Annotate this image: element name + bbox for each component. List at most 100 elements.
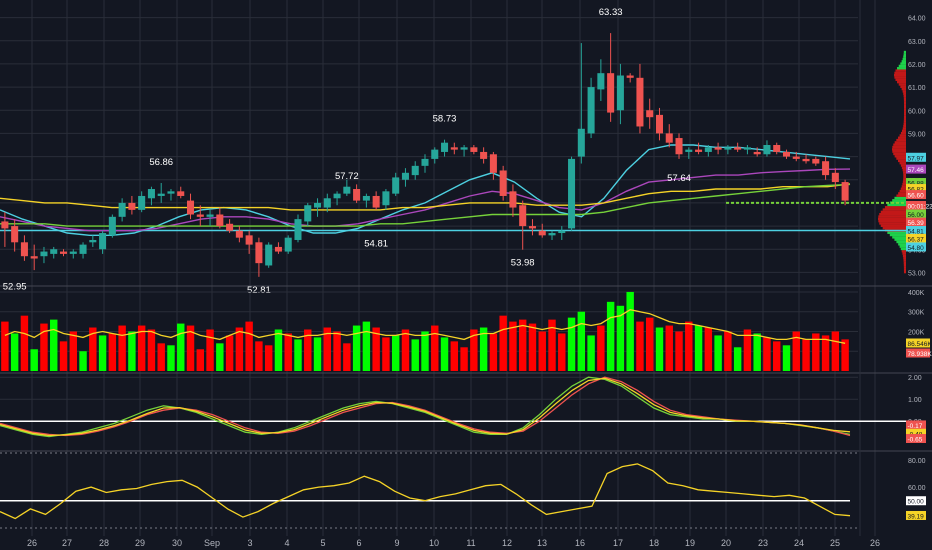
volume-bar xyxy=(245,321,253,371)
volume-bar xyxy=(812,333,820,371)
volume-bar xyxy=(704,327,713,371)
volume-bar xyxy=(79,351,87,371)
candle-body xyxy=(822,161,830,176)
volume-bar xyxy=(59,341,68,371)
candle-body xyxy=(284,237,292,252)
y-tick-label: 64.00 xyxy=(908,16,926,23)
candle-body xyxy=(314,202,322,208)
volume-bar xyxy=(841,339,849,371)
volume-bar xyxy=(362,321,371,371)
price-label-box xyxy=(906,225,926,235)
volume-bar xyxy=(69,331,77,371)
candle-body xyxy=(724,147,732,150)
y-tick-label: 62.00 xyxy=(908,62,926,69)
volume-bar xyxy=(352,325,361,371)
price-label: 54.81 xyxy=(908,228,925,235)
price-label: 56.60 xyxy=(908,193,925,200)
y-tick-label: 400K xyxy=(908,290,925,297)
candle-body xyxy=(538,230,546,236)
price-annotation: 56.86 xyxy=(149,157,173,168)
y-tick-label: 63.00 xyxy=(908,39,926,46)
volume-bar xyxy=(98,335,107,371)
volume-label: 78.938K xyxy=(908,351,932,358)
candle-body xyxy=(20,242,28,257)
volume-bar xyxy=(333,331,341,371)
volume-bar xyxy=(440,337,449,371)
candle-body xyxy=(216,214,224,227)
candle-body xyxy=(597,73,605,90)
volume-bar xyxy=(518,319,527,371)
candle-body xyxy=(99,233,107,250)
candle-body xyxy=(831,172,839,183)
price-label-box xyxy=(906,242,926,252)
y-tick-label: 61.00 xyxy=(908,85,926,92)
x-tick-label: 29 xyxy=(135,538,145,548)
candle-body xyxy=(392,177,400,194)
x-tick-label: 18 xyxy=(649,538,659,548)
rsi-label: 39.19 xyxy=(908,513,925,520)
candle-body xyxy=(411,165,419,176)
candle-body xyxy=(147,189,155,199)
volume-bar xyxy=(714,335,722,371)
candle-body xyxy=(753,151,761,155)
candle-body xyxy=(177,191,185,196)
volume-bar xyxy=(264,345,273,371)
price-label: 56.39 xyxy=(908,220,925,227)
candle-body xyxy=(441,142,449,152)
candle-body xyxy=(558,230,566,234)
candle-body xyxy=(714,147,722,150)
volume-bar xyxy=(118,325,126,371)
candle-body xyxy=(782,151,791,157)
candle-body xyxy=(792,156,800,159)
candle-body xyxy=(343,186,351,194)
volume-bar xyxy=(391,335,400,371)
volume-bar xyxy=(636,321,644,371)
volume-bar xyxy=(137,325,146,371)
price-label-box xyxy=(906,233,926,243)
candle-body xyxy=(607,73,615,113)
candle-body xyxy=(675,138,683,155)
volume-bar xyxy=(304,329,312,371)
candle-body xyxy=(519,205,527,227)
volume-bar xyxy=(411,339,419,371)
volume-bar xyxy=(538,331,546,371)
x-tick-label: 24 xyxy=(794,538,804,548)
volume-bar xyxy=(528,323,537,371)
x-tick-label: 4 xyxy=(284,538,289,548)
oscillator-label: -0.65 xyxy=(908,437,923,444)
volume-bar xyxy=(587,335,595,371)
price-label-box xyxy=(906,190,926,200)
y-tick-label: 300K xyxy=(908,310,925,317)
candle-body xyxy=(528,226,536,229)
volume-bar xyxy=(274,329,283,371)
volume-bar xyxy=(294,339,302,371)
x-tick-label: 27 xyxy=(62,538,72,548)
price-label-box xyxy=(906,209,926,219)
y-tick-label: 200K xyxy=(908,329,925,336)
volume-bar xyxy=(763,337,771,371)
volume-bar xyxy=(20,315,29,371)
volume-bar xyxy=(597,325,605,371)
candle-body xyxy=(59,251,68,254)
candle-body xyxy=(685,149,693,152)
x-tick-label: 3 xyxy=(247,538,252,548)
candle-body xyxy=(655,114,663,134)
rsi-line xyxy=(0,463,851,520)
x-tick-label: 12 xyxy=(502,538,512,548)
volume-bar xyxy=(665,325,673,371)
volume-bar xyxy=(343,343,351,371)
price-annotation: 52.81 xyxy=(247,285,271,296)
candle-body xyxy=(245,235,253,245)
volume-bar xyxy=(724,331,732,371)
candle-body xyxy=(372,195,380,208)
candle-body xyxy=(626,75,634,78)
y-tick-label: 53.00 xyxy=(908,270,926,277)
volume-bar xyxy=(382,337,390,371)
volume-bar xyxy=(655,327,664,371)
candle-body xyxy=(255,242,263,264)
volume-bar xyxy=(499,315,507,371)
volume-bar xyxy=(128,331,136,371)
volume-bar xyxy=(558,333,566,371)
